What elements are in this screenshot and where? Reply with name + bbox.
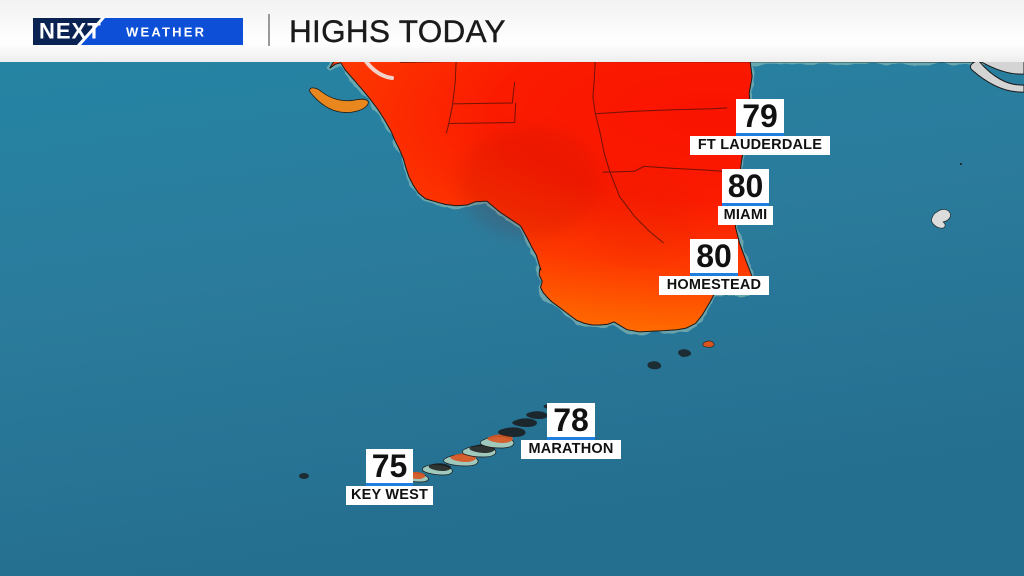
svg-text:WEATHER: WEATHER [126, 25, 206, 40]
svg-text:NEXT: NEXT [39, 19, 102, 44]
